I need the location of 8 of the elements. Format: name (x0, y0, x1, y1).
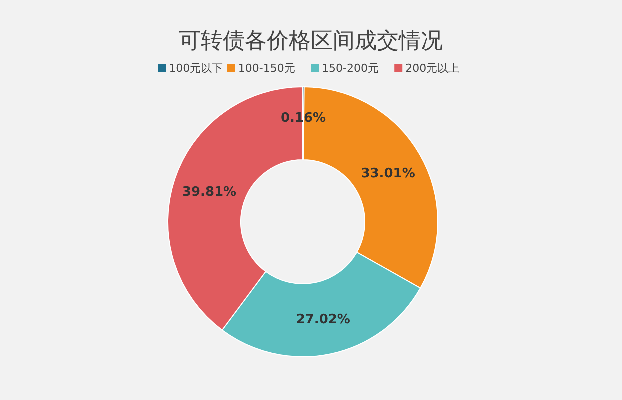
chart-title: 可转债各价格区间成交情况 (179, 29, 443, 54)
data-label: 27.02% (296, 312, 350, 328)
legend-label: 100元以下 (169, 62, 224, 75)
legend-label: 150-200元 (322, 62, 379, 75)
data-label: 33.01% (361, 166, 416, 182)
legend-label: 200元以上 (406, 62, 460, 75)
data-label: 39.81% (182, 185, 237, 200)
legend-label: 100-150元 (238, 62, 296, 75)
